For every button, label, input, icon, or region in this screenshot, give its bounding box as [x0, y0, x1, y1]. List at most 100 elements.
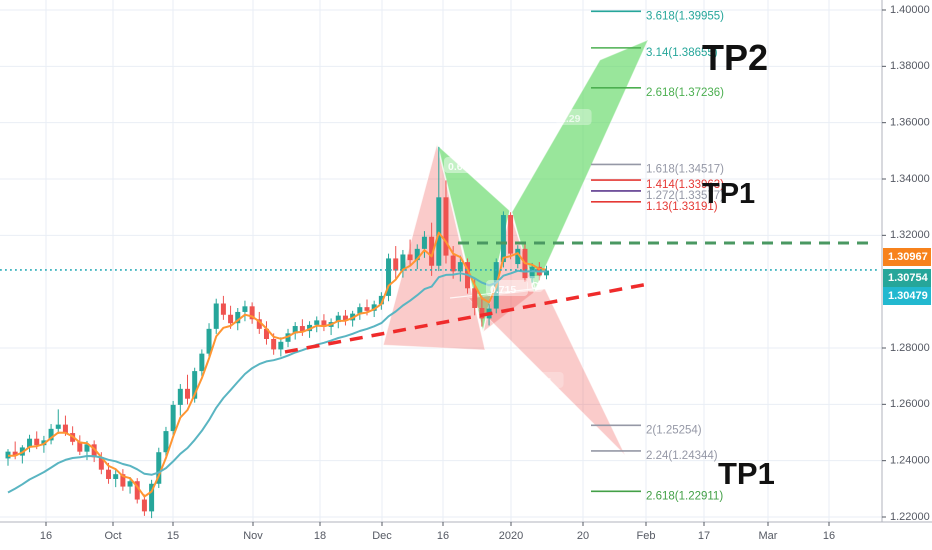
- time-tick-label: Feb: [637, 530, 656, 542]
- candle-body: [393, 258, 399, 271]
- candle-body: [156, 452, 162, 484]
- price-tag-bg: [883, 248, 931, 266]
- candle-body: [263, 328, 269, 339]
- candle-body: [364, 307, 370, 311]
- ratio-pill-label: C: [531, 280, 539, 292]
- candle-body: [429, 236, 435, 266]
- fib-level-label: 1.13(1.33191): [646, 201, 718, 213]
- candle-body: [529, 266, 535, 279]
- candle-body: [292, 326, 298, 334]
- candle-body: [120, 474, 126, 487]
- candle-body: [342, 315, 348, 321]
- candle-body: [544, 270, 549, 276]
- price-tick-label: 1.22000: [890, 511, 930, 523]
- candle-body: [77, 441, 83, 452]
- candle-body: [177, 388, 183, 405]
- fib-level-label: 2.24(1.24344): [646, 450, 718, 462]
- fib-level-label: 3.618(1.39955): [646, 10, 724, 22]
- fib-level-label: 3.14(1.38655): [646, 47, 718, 59]
- ratio-pill-bg: [486, 280, 528, 296]
- candle-body: [515, 248, 521, 265]
- candle-body: [12, 451, 18, 456]
- candle-body: [378, 295, 384, 305]
- candle-body: [508, 215, 514, 254]
- time-tick-label: Mar: [759, 530, 778, 542]
- candle-body: [213, 303, 219, 329]
- price-tag-bg: [883, 287, 931, 305]
- fib-level-label: 2.618(1.22911): [646, 490, 723, 502]
- price-tag-label: 1.30967: [888, 251, 928, 263]
- candle-body: [472, 288, 478, 309]
- bearish-projection-wedge[interactable]: [466, 288, 626, 456]
- candle-body: [141, 499, 147, 512]
- candle-body: [457, 262, 463, 272]
- candle-body: [34, 438, 40, 446]
- ratio-pill-bg: [528, 372, 564, 388]
- candle-body: [414, 248, 420, 261]
- ratio-pill-bg: [527, 276, 544, 292]
- harmonic-zigzag-line[interactable]: [382, 142, 537, 346]
- candle-body: [299, 326, 305, 332]
- fib-level-label: 1.272(1.33577): [646, 190, 724, 202]
- candle-body: [421, 236, 427, 249]
- time-tick-label: 17: [698, 530, 710, 542]
- candle-body: [314, 320, 320, 325]
- time-tick-label: Nov: [243, 530, 263, 542]
- candle-body: [149, 483, 155, 512]
- ma-slow-line[interactable]: [7, 269, 547, 494]
- ratio-pill-label: 0.68: [448, 161, 469, 173]
- candle-body: [192, 371, 198, 399]
- price-tick-label: 1.32000: [890, 229, 930, 241]
- candle-body: [249, 306, 255, 320]
- candle-body: [185, 388, 190, 399]
- time-tick-label: 16: [823, 530, 835, 542]
- support-trend-dashed-line[interactable]: [284, 282, 649, 354]
- ratio-pill-bg: [556, 109, 592, 125]
- candle-body: [163, 431, 169, 453]
- ratio-pill-label: 2.21: [532, 376, 553, 388]
- time-tick-label: Oct: [104, 530, 121, 542]
- candle-body: [443, 197, 449, 256]
- price-tick-label: 1.26000: [890, 398, 930, 410]
- candle-body: [106, 469, 112, 479]
- candle-body: [134, 481, 140, 500]
- candle-body: [371, 304, 377, 311]
- take-profit-label[interactable]: TP1: [702, 178, 755, 210]
- fib-level-label: 1.618(1.34517): [646, 163, 724, 175]
- candle-body: [199, 353, 205, 372]
- take-profit-label[interactable]: TP1: [718, 456, 775, 491]
- candle-body: [256, 319, 262, 329]
- time-tick-label: 16: [40, 530, 52, 542]
- candle-body: [450, 255, 456, 272]
- candle-body: [271, 338, 277, 350]
- price-tick-label: 1.38000: [890, 60, 930, 72]
- candle-body: [357, 307, 363, 314]
- candle-body: [220, 303, 226, 315]
- time-axis[interactable]: [0, 522, 932, 550]
- candle-body: [400, 254, 406, 271]
- candle-body: [98, 457, 104, 470]
- candle-body: [407, 254, 413, 261]
- time-tick-label: 20: [577, 530, 589, 542]
- time-tick-label: 2020: [499, 530, 523, 542]
- candle-body: [91, 444, 97, 458]
- fib-level-label: 2(1.25254): [646, 424, 702, 436]
- candle-body: [206, 328, 212, 354]
- price-tick-label: 1.40000: [890, 4, 930, 16]
- candle-body: [62, 424, 68, 434]
- ma-fast-line[interactable]: [8, 231, 547, 498]
- candle-body: [55, 424, 61, 429]
- price-tick-label: 1.34000: [890, 173, 930, 185]
- time-tick-label: Dec: [372, 530, 392, 542]
- candle-body: [242, 306, 248, 312]
- candle-body: [84, 444, 90, 452]
- candle-body: [479, 308, 485, 319]
- candle-body: [27, 438, 33, 448]
- time-tick-label: 16: [437, 530, 449, 542]
- ratio-pill-label: 2.29: [560, 113, 581, 125]
- take-profit-label[interactable]: TP2: [702, 37, 768, 78]
- price-tick-label: 1.28000: [890, 342, 930, 354]
- price-tick-label: 1.24000: [890, 455, 930, 467]
- candle-body: [386, 258, 392, 296]
